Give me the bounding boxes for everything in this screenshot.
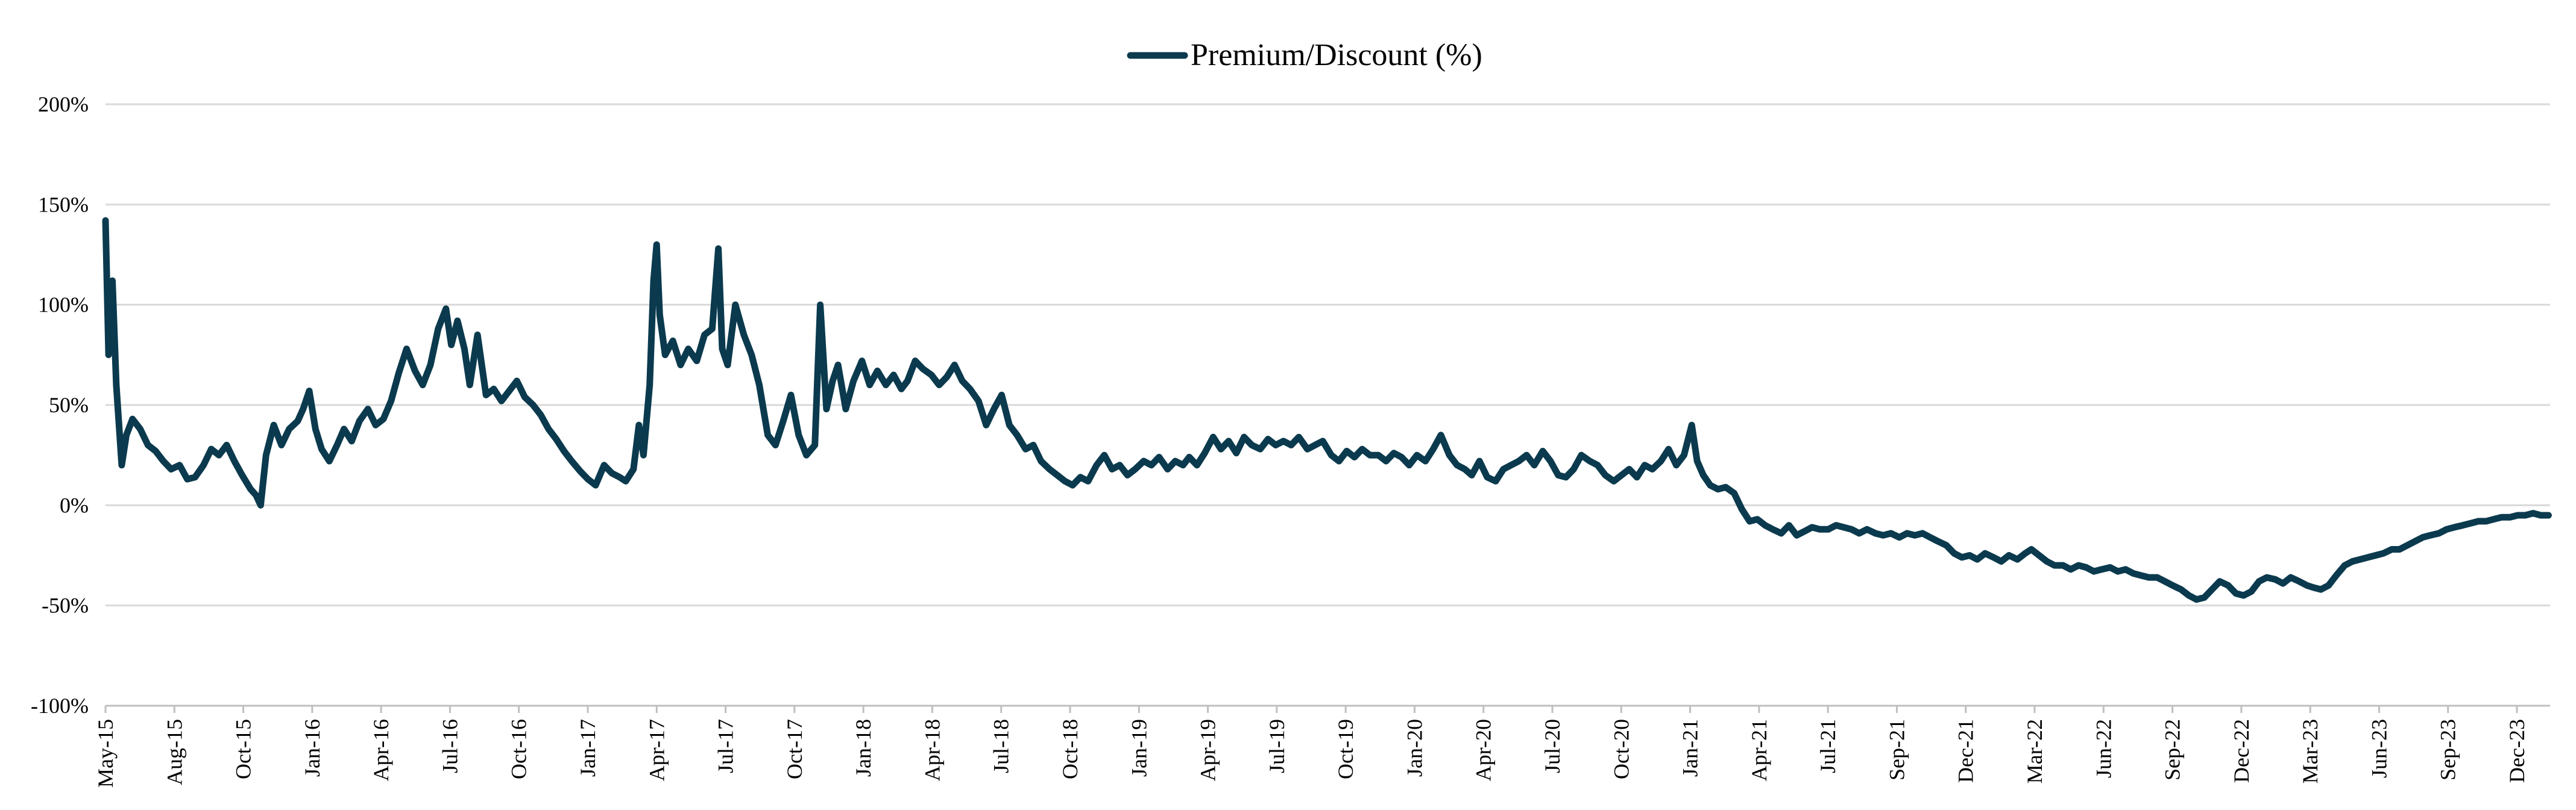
- x-tick-label: Oct-20: [1609, 719, 1633, 779]
- x-tick-label: Jan-18: [851, 719, 875, 777]
- x-tick-label: Jul-16: [438, 719, 462, 773]
- y-tick-label: -100%: [31, 694, 89, 718]
- x-tick-label: Dec-21: [1954, 719, 1978, 783]
- x-tick-label: Apr-19: [1196, 719, 1220, 781]
- x-tick-label: Sep-23: [2436, 719, 2460, 780]
- y-tick-label: 50%: [49, 393, 89, 417]
- x-tick-label: Jun-22: [2091, 719, 2115, 778]
- x-tick-label: Mar-23: [2298, 719, 2322, 783]
- y-tick-label: 100%: [38, 293, 89, 317]
- y-tick-label: 0%: [60, 493, 89, 517]
- x-tick-label: Apr-20: [1472, 719, 1496, 781]
- x-tick-label: Jul-17: [714, 719, 738, 773]
- series-line-premium-discount: [102, 217, 2552, 603]
- x-tick-label: Jul-20: [1540, 719, 1564, 773]
- x-tick-label: Dec-23: [2505, 719, 2529, 783]
- x-tick-label: Oct-16: [507, 719, 531, 779]
- x-tick-label: Aug-15: [162, 719, 186, 785]
- x-tick-label: Sep-21: [1885, 719, 1909, 780]
- x-tick-label: Oct-15: [231, 719, 256, 779]
- x-tick-label: Jul-21: [1816, 719, 1840, 773]
- x-tick-label: Oct-17: [783, 719, 807, 779]
- x-tick-label: Apr-18: [920, 719, 944, 781]
- chart-gridlines: [105, 103, 2550, 707]
- y-tick-label: 200%: [38, 92, 89, 116]
- x-tick-label: May-15: [93, 719, 118, 788]
- y-tick-label: 150%: [38, 192, 89, 216]
- x-tick-label: Jan-16: [300, 719, 324, 777]
- x-tick-label: Sep-22: [2161, 719, 2185, 780]
- x-tick-label: Apr-17: [644, 719, 669, 781]
- x-tick-label: Mar-22: [2023, 719, 2047, 783]
- chart-series: [102, 217, 2552, 603]
- x-tick-label: Jul-19: [1265, 719, 1289, 773]
- x-tick-label: Jan-17: [576, 719, 600, 777]
- x-tick-label: Jun-23: [2367, 719, 2391, 778]
- x-tick-label: Jan-19: [1127, 719, 1151, 777]
- y-tick-label: -50%: [42, 594, 89, 618]
- legend-label-premium-discount: Premium/Discount (%): [1191, 38, 1482, 72]
- x-tick-label: Jan-21: [1678, 719, 1702, 777]
- x-tick-label: Apr-21: [1747, 719, 1771, 781]
- x-tick-label: Oct-18: [1058, 719, 1082, 779]
- x-tick-label: Oct-19: [1334, 719, 1358, 779]
- x-tick-label: Apr-16: [369, 719, 393, 781]
- x-tick-label: Jul-18: [989, 719, 1013, 773]
- chart-legend: Premium/Discount (%): [1127, 38, 1482, 72]
- x-tick-label: Jan-20: [1402, 719, 1426, 777]
- x-axis-tick-labels: May-15 Aug-15 Oct-15 Jan-16 Apr-16 Jul-16 Oct-…: [93, 706, 2529, 788]
- y-axis-tick-labels: 200% 150% 100% 50% 0% -50% -100%: [31, 92, 89, 718]
- x-tick-label: Dec-22: [2229, 719, 2253, 783]
